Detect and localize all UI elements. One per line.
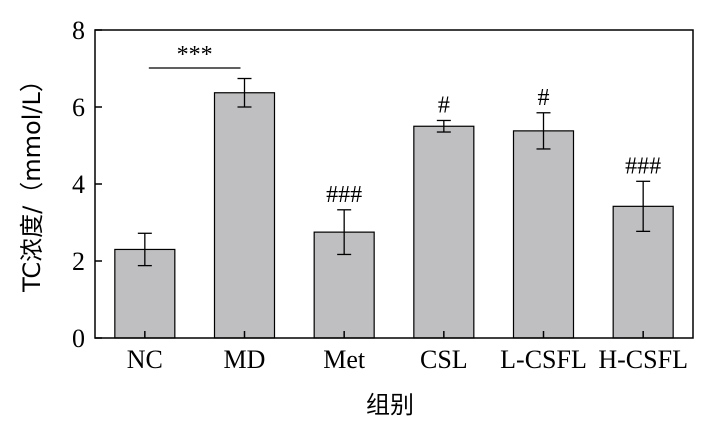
x-tick-label-h-csfl: H-CSFL xyxy=(598,345,688,374)
y-tick-label-4: 4 xyxy=(72,170,85,199)
x-tick-label-nc: NC xyxy=(127,345,163,374)
plot-frame xyxy=(94,29,694,339)
x-tick-label-csl: CSL xyxy=(420,345,468,374)
y-tick-label-8: 8 xyxy=(72,16,85,45)
significance-label-h-csfl: ### xyxy=(625,153,661,179)
comparison-label: *** xyxy=(177,42,213,68)
y-axis-title: TC浓度/（mmol/L） xyxy=(18,68,46,293)
bar-csl xyxy=(413,125,475,339)
significance-label-met: ### xyxy=(326,182,362,208)
y-tick-label-2: 2 xyxy=(72,247,85,276)
significance-label-csl: # xyxy=(438,92,450,118)
x-tick-label-met: Met xyxy=(323,345,366,374)
x-tick-label-l-csfl: L-CSFL xyxy=(500,345,587,374)
y-tick-label-0: 0 xyxy=(72,324,85,353)
bar-md xyxy=(213,92,276,339)
x-axis-title: 组别 xyxy=(366,391,414,419)
x-tick-label-md: MD xyxy=(224,345,266,374)
bar-l-csfl xyxy=(512,130,575,339)
y-tick-label-6: 6 xyxy=(72,93,85,122)
significance-label-l-csfl: # xyxy=(538,85,550,111)
